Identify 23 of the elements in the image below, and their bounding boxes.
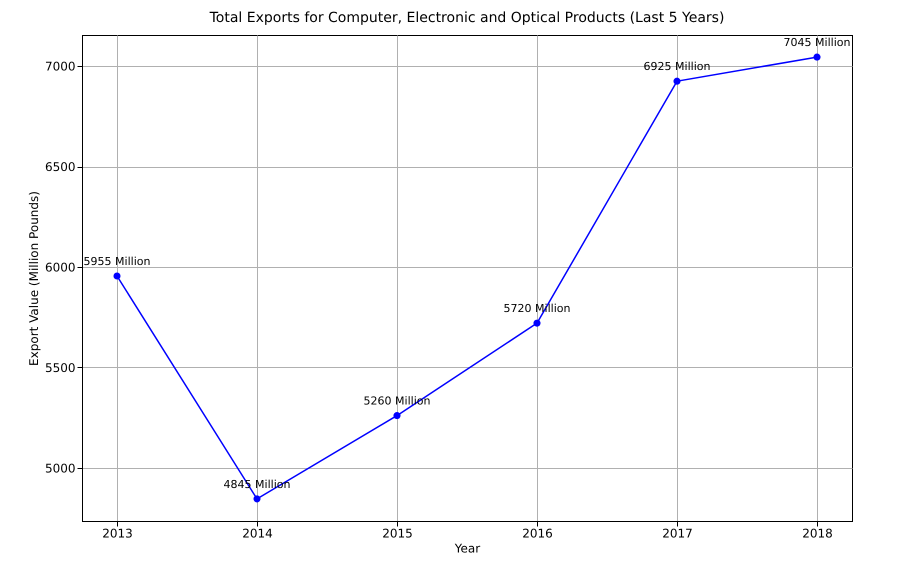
y-tick-label: 5000 [44, 461, 76, 476]
point [393, 412, 401, 420]
point [533, 320, 541, 327]
x-tick-label: 2014 [242, 526, 273, 540]
point [113, 272, 121, 280]
point [253, 495, 261, 502]
chart-title: Total Exports for Computer, Electronic and Optical Products (Last 5 Years) [208, 10, 724, 26]
y-tick-label: 5500 [44, 360, 76, 375]
x-axis-title: Year [454, 542, 480, 556]
x-tick-label: 2017 [662, 526, 693, 540]
y-axis-title: Export Value (Million Pounds) [26, 191, 41, 366]
y-tick-label: 7000 [44, 60, 76, 74]
y-tick-label: 6000 [44, 260, 76, 274]
data-label: 6925 Million [644, 60, 710, 74]
y-tick-label: 6500 [44, 160, 76, 174]
x-tick-label: 2016 [522, 526, 553, 540]
x-tick-label: 2018 [802, 526, 833, 540]
data-label: 7045 Million [784, 36, 850, 50]
data-label: 5955 Million [84, 254, 150, 268]
x-tick-label: 2013 [102, 526, 133, 540]
x-tick-label: 2015 [382, 526, 413, 540]
point [673, 78, 681, 85]
point [813, 54, 821, 61]
